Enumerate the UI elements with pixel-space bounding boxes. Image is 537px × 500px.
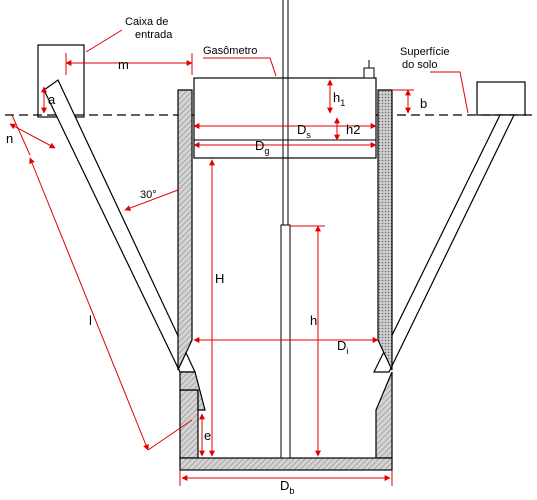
leader-caixa xyxy=(85,29,123,53)
label-ds: Ds xyxy=(297,122,311,140)
label-H: H xyxy=(215,271,224,286)
label-angle: 30° xyxy=(140,189,157,201)
dim-angle xyxy=(124,189,179,211)
inlet-pipe xyxy=(43,79,196,373)
outlet-box xyxy=(476,81,526,116)
label-m: m xyxy=(118,57,129,72)
label-a: a xyxy=(48,92,56,107)
label-e: e xyxy=(204,428,211,443)
label-h1: h1 xyxy=(333,90,345,108)
leader-gasometro xyxy=(203,57,277,77)
dim-l xyxy=(29,157,149,451)
label-dg: Dg xyxy=(255,138,269,156)
label-caixa-line1: Caixa de xyxy=(125,16,168,28)
label-superficie-line1: Superfície xyxy=(400,46,450,58)
outlet-pipe xyxy=(373,114,515,373)
dim-n xyxy=(11,114,31,156)
label-l: l xyxy=(89,313,92,328)
label-caixa-line2: entrada xyxy=(135,29,173,41)
guide-tube xyxy=(280,0,291,459)
label-di: Di xyxy=(337,338,348,356)
label-h: h xyxy=(310,313,317,328)
label-db: Db xyxy=(280,478,294,496)
label-b: b xyxy=(420,96,427,111)
leader-superficie xyxy=(430,71,469,114)
label-superficie-line2: do solo xyxy=(402,59,437,71)
label-h2: h2 xyxy=(346,122,360,137)
label-n: n xyxy=(6,131,13,146)
gasometer xyxy=(193,60,377,159)
label-gasometro: Gasômetro xyxy=(203,45,257,57)
